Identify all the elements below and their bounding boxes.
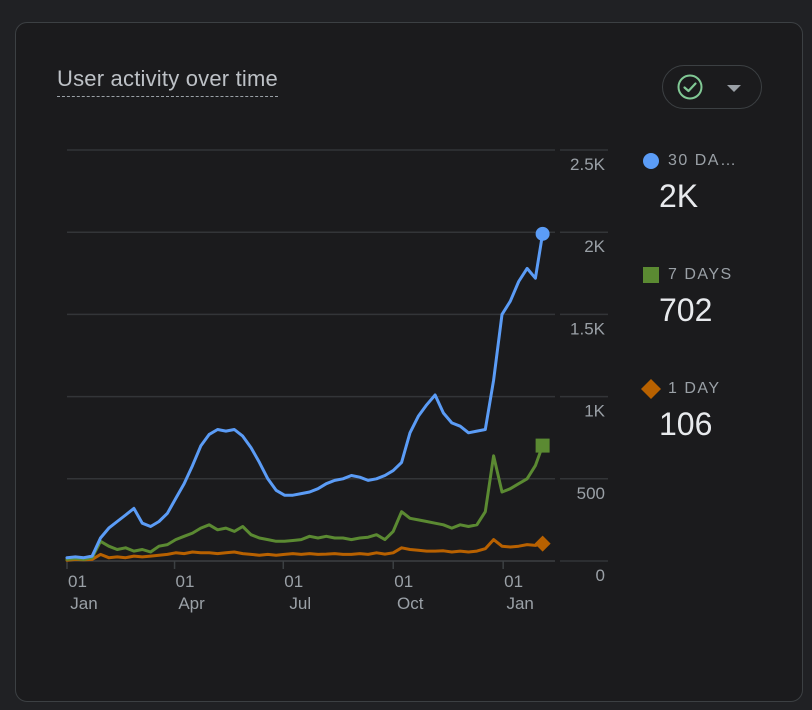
x-tick-label-month: Jan <box>70 594 97 613</box>
y-tick-label: 2K <box>584 237 605 256</box>
series-line-7-days <box>65 444 545 561</box>
end-marker-square <box>535 438 550 453</box>
x-tick-label-month: Oct <box>397 594 424 613</box>
legend-value: 106 <box>659 406 713 442</box>
x-tick-label-day: 01 <box>284 572 303 591</box>
series-line-30-days <box>65 232 545 560</box>
caret-down-icon <box>727 85 741 92</box>
y-axis-ticks: 0 500 1K 1.5K 2K 2.5K <box>570 155 606 585</box>
y-tick-label: 500 <box>577 484 605 503</box>
grid-lines <box>67 149 608 562</box>
series-end-markers <box>534 226 551 552</box>
series-lines <box>65 232 545 562</box>
diamond-marker-icon <box>641 379 661 399</box>
legend-value: 702 <box>659 292 713 328</box>
legend-label: 1 DAY <box>668 380 721 397</box>
x-tick-label-month: Jul <box>289 594 311 613</box>
x-tick-label-day: 01 <box>504 572 523 591</box>
series-line-1-day <box>65 538 545 562</box>
user-activity-card <box>15 22 803 702</box>
x-tick-label-month: Jan <box>506 594 533 613</box>
legend-label: 30 DA… <box>668 152 738 169</box>
y-tick-label: 1.5K <box>570 319 606 338</box>
legend-value: 2K <box>659 178 699 214</box>
y-tick-label: 2.5K <box>570 155 606 174</box>
y-tick-label: 1K <box>584 402 605 421</box>
filter-status-button[interactable] <box>662 65 762 109</box>
x-tick-label-day: 01 <box>68 572 87 591</box>
end-marker-circle <box>535 226 550 241</box>
square-marker-icon <box>643 267 659 283</box>
y-tick-label: 0 <box>596 566 605 585</box>
end-marker-diamond <box>534 535 551 552</box>
circle-marker-icon <box>643 153 659 169</box>
legend-label: 7 DAYS <box>668 266 733 283</box>
x-axis-ticks: 01 Jan 01 Apr 01 Jul 01 Oct 01 Jan <box>66 561 534 613</box>
x-tick-label-month: Apr <box>178 594 205 613</box>
x-tick-label-day: 01 <box>394 572 413 591</box>
x-tick-label-day: 01 <box>176 572 195 591</box>
card-title[interactable]: User activity over time <box>57 66 278 97</box>
check-circle-icon <box>677 74 703 100</box>
